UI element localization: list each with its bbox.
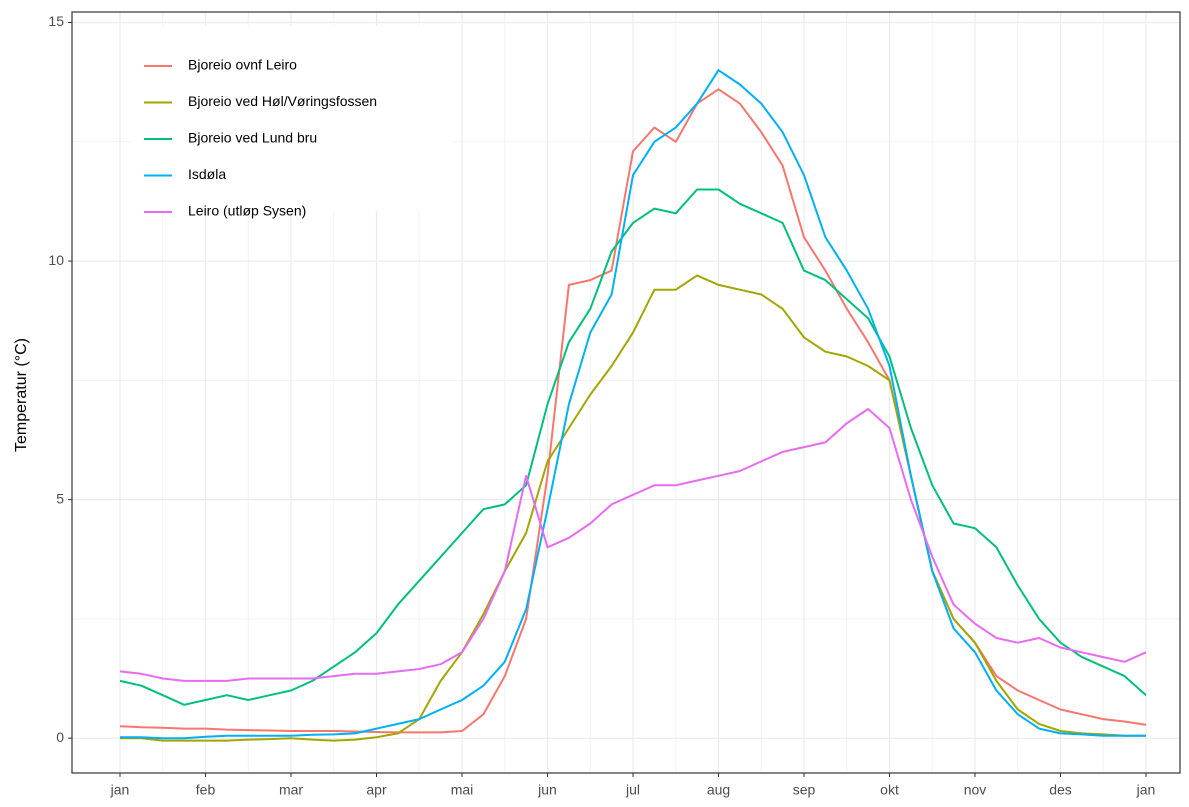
y-tick-label: 0 [56,729,64,745]
legend-label: Isdøla [188,166,226,182]
x-tick-label: nov [964,782,987,798]
legend-label: Leiro (utløp Sysen) [188,203,306,219]
x-tick-label: des [1049,782,1072,798]
x-tick-label: jun [537,782,557,798]
series-line [120,69,1146,740]
y-tick-label: 15 [48,13,64,29]
x-tick-label: okt [880,782,899,798]
series-line [119,408,1147,682]
x-tick-label: jul [625,782,640,798]
legend-label: Bjoreio ved Høl/Vøringsfossen [188,93,377,109]
x-tick-label: jan [110,782,130,798]
x-tick-label: jan [1136,782,1156,798]
x-tick-label: feb [196,782,216,798]
y-axis-label: Temperatur (°C) [13,338,30,452]
x-tick-label: apr [366,782,387,798]
legend-background [132,26,452,211]
series-line [120,274,1146,742]
y-tick-label: 10 [48,252,64,268]
legend-label: Bjoreio ved Lund bru [188,130,317,146]
x-tick-label: sep [793,782,816,798]
x-tick-label: mai [451,782,474,798]
plot-border [71,11,1181,774]
x-tick-label: aug [707,782,730,798]
legend-label: Bjoreio ovnf Leiro [188,57,297,73]
series-line [119,188,1147,706]
x-tick-label: mar [279,782,303,798]
y-tick-label: 5 [56,490,64,506]
